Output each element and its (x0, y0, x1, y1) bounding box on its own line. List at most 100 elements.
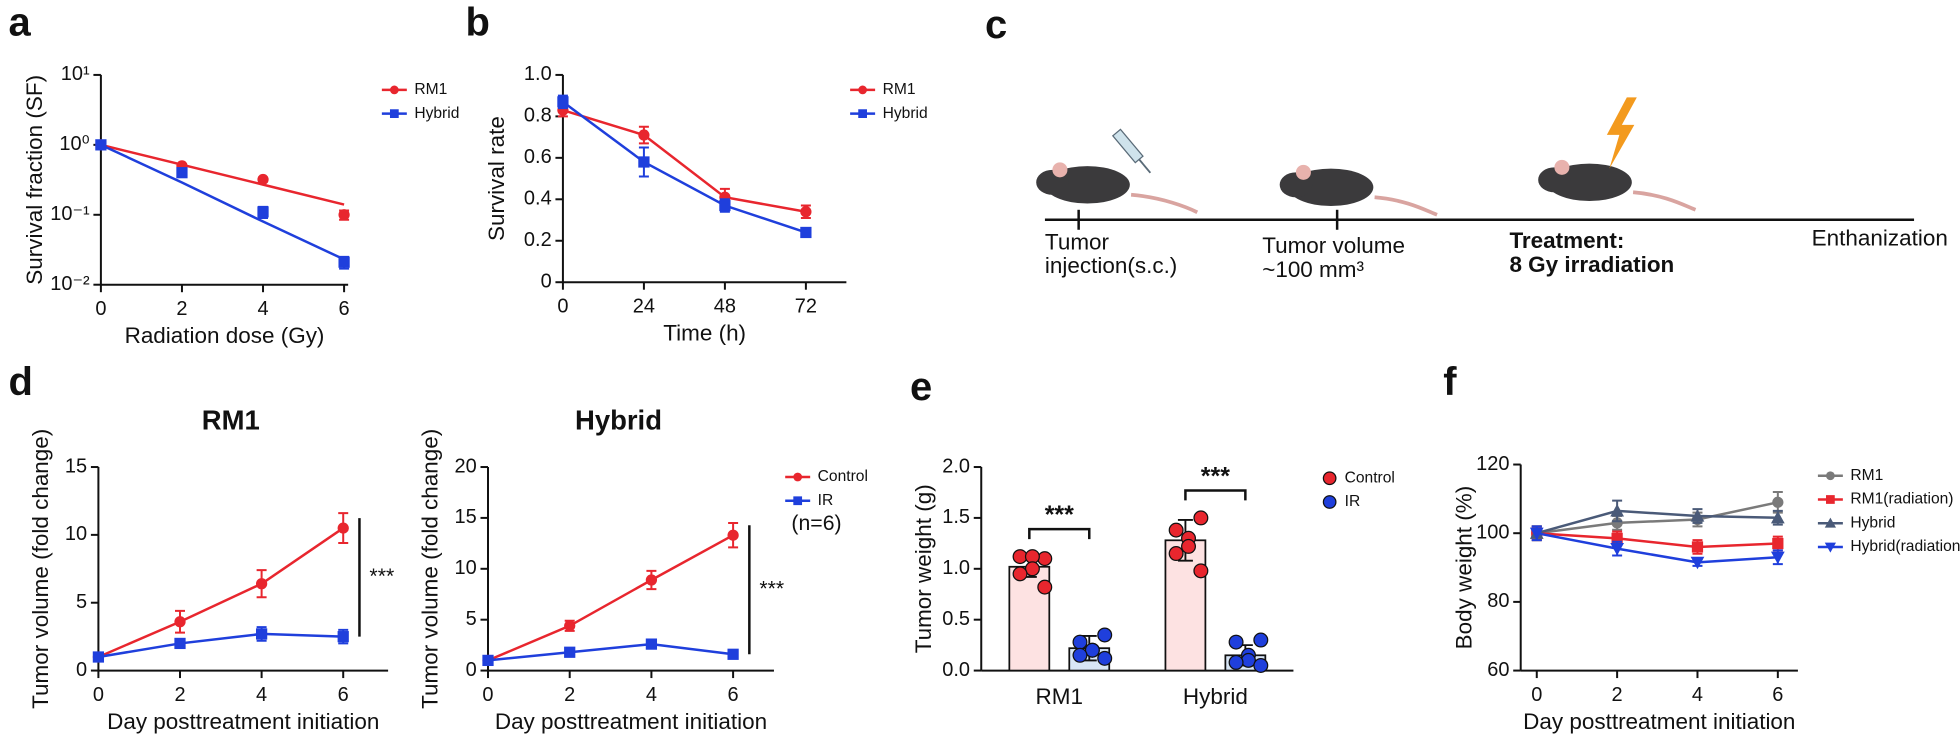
marker (1772, 537, 1784, 550)
legend-label: Hybrid(radiation) (1850, 538, 1960, 555)
x-tick-label: 6 (339, 298, 350, 320)
marker (1690, 556, 1705, 570)
chart-title: RM1 (202, 404, 260, 435)
legend-label: IR (1345, 493, 1361, 510)
data-point (1037, 579, 1053, 595)
marker (800, 206, 812, 218)
annotation: *** (759, 577, 784, 600)
annotation: *** (1201, 463, 1230, 491)
chart-title: Hybrid (575, 404, 662, 435)
y-tick-label: 10 (65, 523, 87, 545)
timeline-diagram: Tumor injection(s.c.) Tumor volume ~100 … (1036, 97, 1948, 282)
marker (255, 628, 268, 640)
marker (1826, 495, 1835, 504)
marker (1824, 517, 1837, 528)
y-axis-label: Body weight (%) (1452, 486, 1477, 650)
y-axis-label: Tumor volume (fold change) (418, 429, 443, 709)
y-tick-label: 0.4 (524, 188, 552, 210)
series-line (562, 100, 807, 234)
y-tick-label: 60 (1487, 659, 1509, 681)
mouse (1279, 164, 1438, 217)
data-point (1012, 549, 1028, 565)
x-tick-label: RM1 (1036, 684, 1083, 709)
x-tick-label: Hybrid (1183, 684, 1248, 709)
y-tick-label: 10⁻¹ (50, 203, 90, 225)
data-point (1168, 522, 1184, 538)
annotation: *** (369, 565, 394, 588)
marker (95, 139, 107, 151)
mouse (1538, 159, 1697, 212)
y-tick-label: 10¹ (61, 63, 90, 85)
fit-line (100, 143, 345, 206)
marker (1611, 517, 1623, 529)
data-point (1228, 654, 1244, 670)
marker (1611, 532, 1623, 544)
marker (92, 651, 105, 663)
y-tick-label: 80 (1487, 590, 1509, 612)
significance-bracket (1184, 489, 1247, 501)
x-tick-label: 0 (482, 684, 493, 706)
data-point (1181, 538, 1196, 554)
y-axis-label: Survival rate (484, 116, 509, 241)
data-point (1012, 566, 1028, 582)
y-tick-label: 5 (76, 591, 87, 613)
x-tick-label: 4 (257, 298, 268, 320)
marker (564, 620, 576, 632)
y-tick-label: 0.0 (942, 659, 970, 681)
legend-label: Hybrid (883, 105, 928, 122)
panel-letter: e (910, 365, 932, 409)
y-tick-label: 0.8 (524, 105, 552, 127)
timeline-label: Tumor volume (1262, 233, 1405, 258)
y-axis-label: Tumor volume (fold change) (28, 429, 53, 709)
data-point (1024, 561, 1040, 577)
data-point (1084, 642, 1100, 658)
x-tick-label: 0 (95, 298, 106, 320)
marker (176, 167, 188, 179)
y-tick-label: 10 (455, 557, 477, 579)
marker (793, 496, 803, 506)
x-tick-label: 4 (1692, 684, 1703, 706)
data-point (1072, 634, 1088, 650)
marker (1826, 471, 1835, 481)
series-line (1536, 501, 1779, 535)
marker (257, 206, 269, 218)
y-tick-label: 15 (455, 506, 477, 528)
y-tick-label: 5 (466, 608, 477, 630)
marker (727, 529, 739, 541)
marker (645, 574, 658, 586)
x-tick-label: 2 (174, 684, 185, 706)
syringe (1111, 128, 1152, 174)
x-axis-label: Day posttreatment initiation (495, 709, 767, 734)
significance-bracket (1028, 527, 1091, 540)
legend-label: RM1 (414, 81, 447, 98)
y-tick-label: 0.2 (524, 229, 552, 251)
legend-label: RM1 (883, 81, 916, 98)
series-line (98, 632, 344, 659)
legend-marker (1322, 471, 1337, 486)
marker (564, 646, 576, 658)
timeline-label: 8 Gy irradiation (1509, 252, 1674, 277)
lightning (1606, 97, 1637, 169)
data-point (1240, 652, 1256, 668)
x-tick-label: 6 (338, 684, 349, 706)
x-tick-label: 72 (795, 295, 817, 317)
marker (1770, 551, 1785, 565)
marker (255, 578, 268, 590)
x-tick-label: 6 (1772, 684, 1783, 706)
panel-letter: c (985, 3, 1007, 47)
timeline-label: Enthanization (1812, 226, 1948, 251)
x-tick-label: 24 (633, 295, 655, 317)
marker (858, 85, 867, 95)
legend-label: Hybrid (414, 105, 459, 122)
x-tick-label: 4 (256, 684, 267, 706)
data-point (1228, 634, 1244, 650)
marker (1529, 527, 1544, 541)
marker (338, 209, 350, 221)
marker (1770, 510, 1785, 524)
marker (1691, 541, 1704, 553)
legend-label: IR (818, 492, 834, 509)
series-line (1536, 509, 1778, 535)
marker (557, 96, 569, 108)
series-line (562, 108, 807, 213)
